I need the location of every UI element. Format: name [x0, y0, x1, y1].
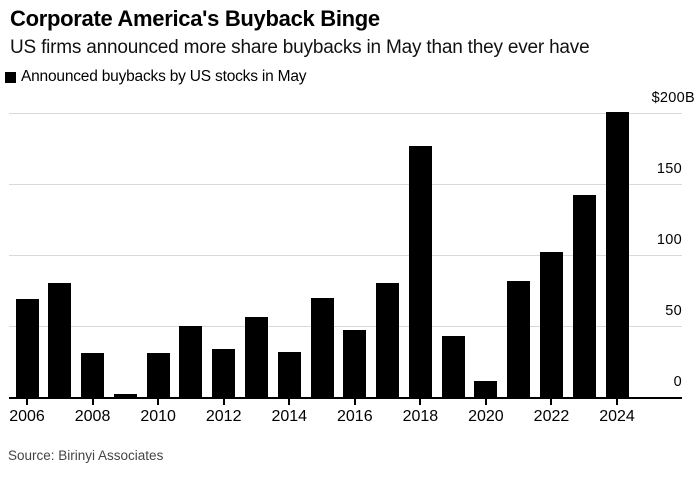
y-tick-label-150: 150 — [656, 161, 682, 177]
x-tick-label-2022: 2022 — [533, 408, 570, 425]
bar-2013 — [244, 317, 268, 397]
y-tick-label-200: $200B — [651, 90, 695, 106]
x-tick-2016 — [353, 399, 356, 405]
source-credit: Source: Birinyi Associates — [8, 448, 164, 463]
gridline-200 — [9, 113, 682, 114]
gridline-50 — [9, 326, 682, 327]
x-tick-label-2010: 2010 — [140, 408, 176, 425]
x-tick-2008 — [91, 399, 94, 405]
x-tick-2024 — [616, 399, 619, 405]
x-tick-label-2014: 2014 — [271, 408, 308, 425]
x-tick-label-2018: 2018 — [402, 408, 439, 425]
x-tick-2018 — [419, 399, 422, 405]
bar-2010 — [146, 352, 170, 397]
y-tick-label-100: 100 — [656, 232, 682, 248]
bar-2011 — [179, 326, 203, 397]
x-tick-2012 — [222, 399, 225, 405]
x-tick-2006 — [26, 399, 28, 405]
legend-swatch-icon — [5, 71, 16, 83]
x-tick-label-2020: 2020 — [468, 408, 504, 425]
bar-2006 — [15, 299, 39, 397]
bar-2022 — [539, 252, 563, 397]
gridline-150 — [9, 184, 682, 185]
x-tick-2022 — [550, 399, 553, 405]
y-tick-label-50: 50 — [665, 303, 682, 319]
x-tick-label-2006: 2006 — [9, 408, 45, 425]
bar-2020 — [474, 381, 498, 397]
x-tick-2014 — [288, 399, 291, 405]
legend: Announced buybacks by US stocks in May — [5, 68, 307, 86]
bar-2024 — [605, 111, 629, 397]
bar-2023 — [572, 195, 596, 397]
bar-2009 — [113, 394, 137, 397]
x-tick-2020 — [484, 399, 487, 405]
bar-2007 — [48, 283, 72, 397]
x-tick-label-2024: 2024 — [599, 408, 635, 425]
bar-2016 — [343, 330, 367, 397]
chart-title: Corporate America's Buyback Binge — [10, 6, 380, 31]
x-tick-label-2008: 2008 — [74, 408, 111, 425]
bar-2019 — [441, 335, 465, 397]
bar-2017 — [376, 283, 400, 397]
chart-subtitle: US firms announced more share buybacks i… — [10, 37, 590, 58]
x-tick-label-2012: 2012 — [205, 408, 242, 425]
bar-2008 — [81, 352, 105, 397]
x-tick-label-2016: 2016 — [337, 408, 373, 425]
legend-label: Announced buybacks by US stocks in May — [21, 68, 307, 85]
bar-2012 — [212, 348, 236, 397]
y-tick-label-0: 0 — [673, 374, 682, 390]
gridline-100 — [9, 255, 682, 256]
bar-2015 — [310, 297, 334, 397]
bar-2018 — [408, 145, 432, 397]
x-tick-2010 — [157, 399, 160, 405]
x-axis-line — [9, 397, 682, 399]
bar-2014 — [277, 351, 301, 397]
bar-2021 — [507, 280, 531, 397]
